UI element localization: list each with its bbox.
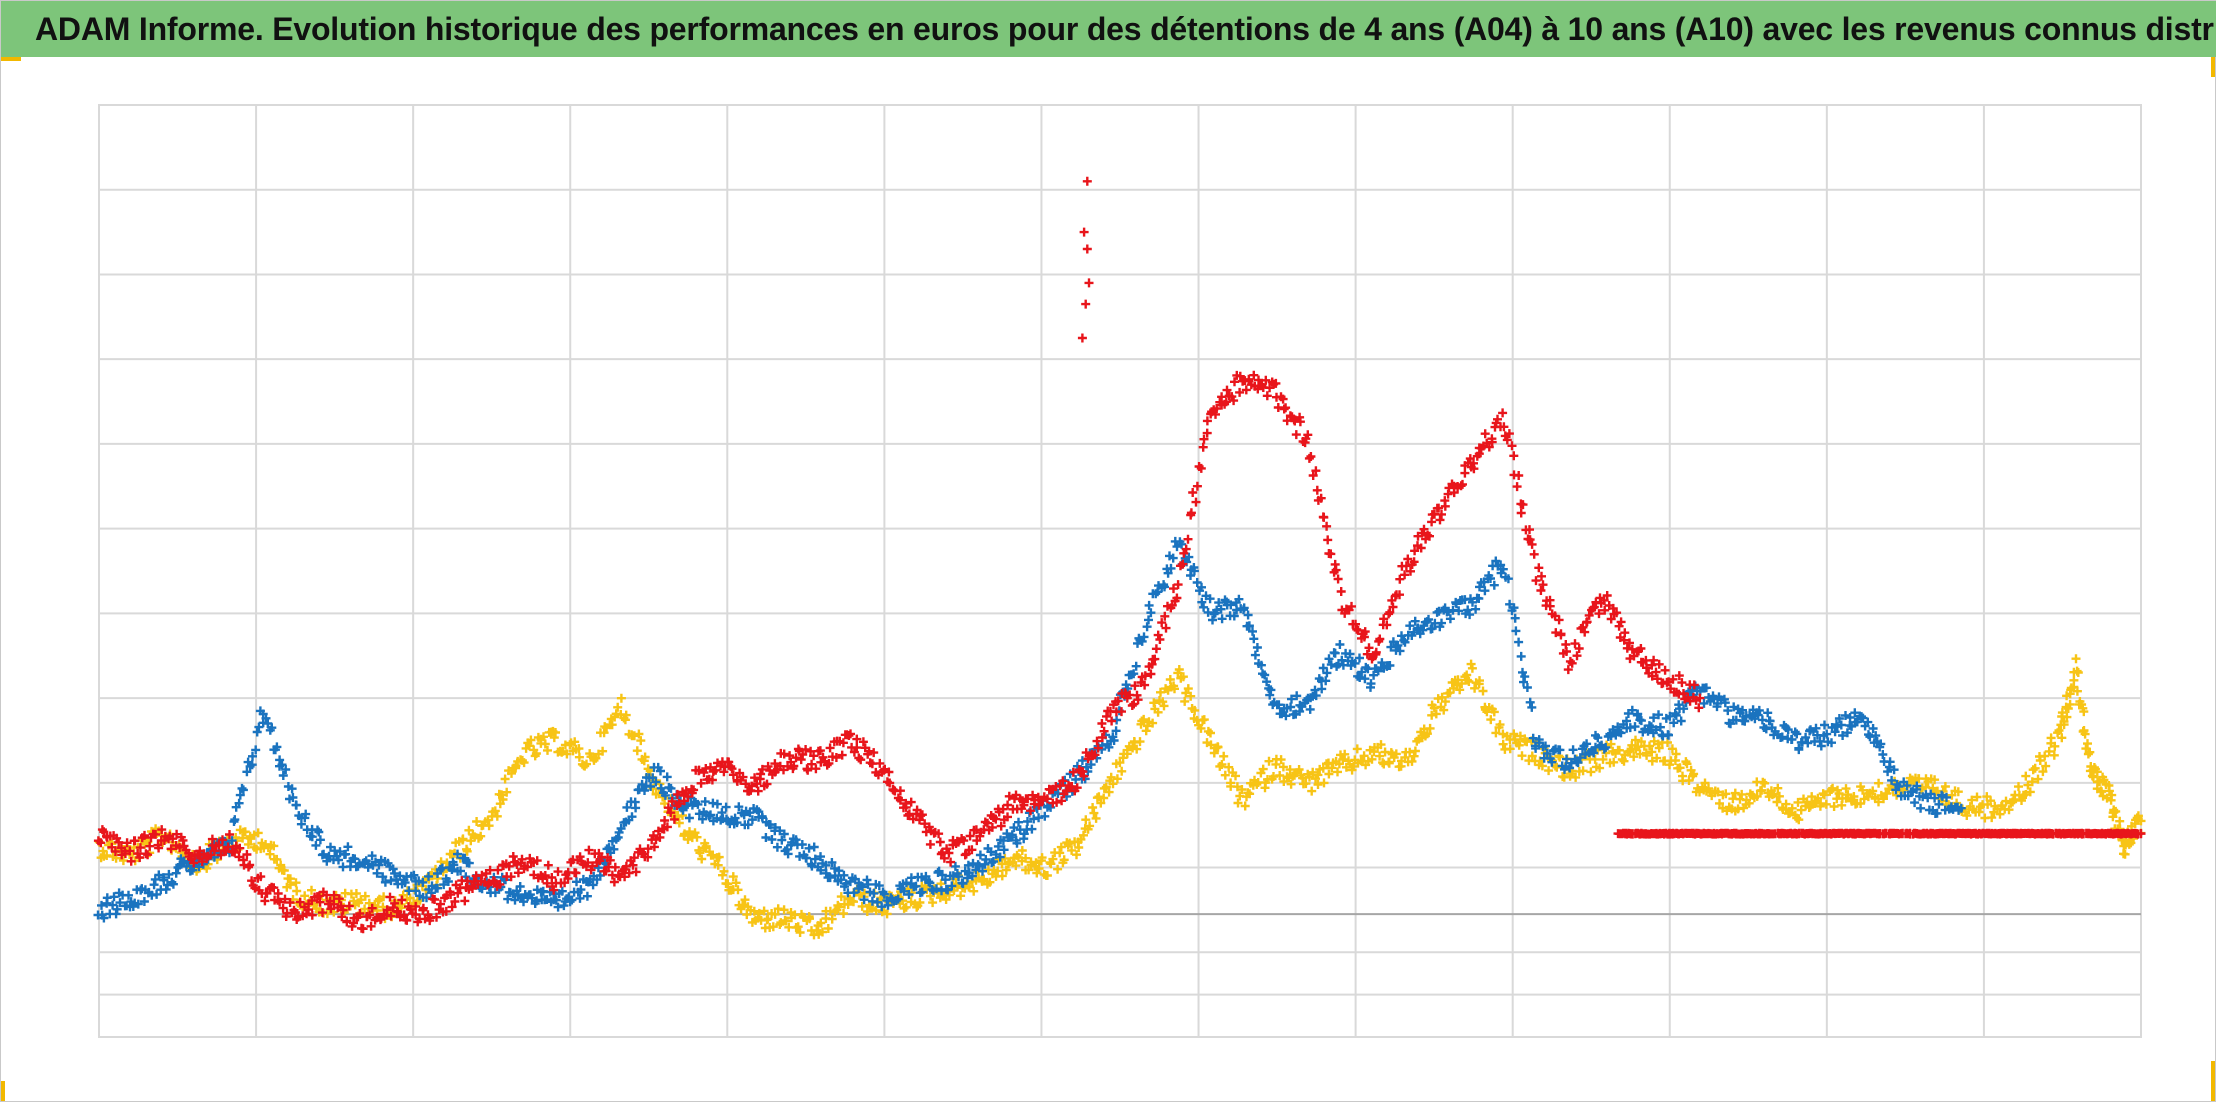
series-layer <box>93 176 2146 940</box>
grid-layer <box>98 104 2142 1038</box>
series-1-markers <box>93 536 1966 923</box>
corner-mark-bottom-right <box>2211 1061 2215 1101</box>
corner-mark-top-left <box>1 57 21 61</box>
chart-title: ADAM Informe. Evolution historique des p… <box>35 10 2216 47</box>
corner-mark-bottom-left <box>1 1081 5 1101</box>
series-0 <box>93 370 1705 934</box>
series-3 <box>1613 828 2146 839</box>
title-bar: ADAM Informe. Evolution historique des p… <box>1 1 2216 57</box>
corner-mark-top-right <box>2211 57 2215 77</box>
series-1 <box>93 536 1966 923</box>
spike-marker-path <box>1077 176 1094 343</box>
series-0-markers <box>93 370 1705 934</box>
spike-markers-0 <box>1077 176 1094 343</box>
plot-area-border <box>98 104 2142 1038</box>
series-3-markers <box>1613 828 2146 839</box>
